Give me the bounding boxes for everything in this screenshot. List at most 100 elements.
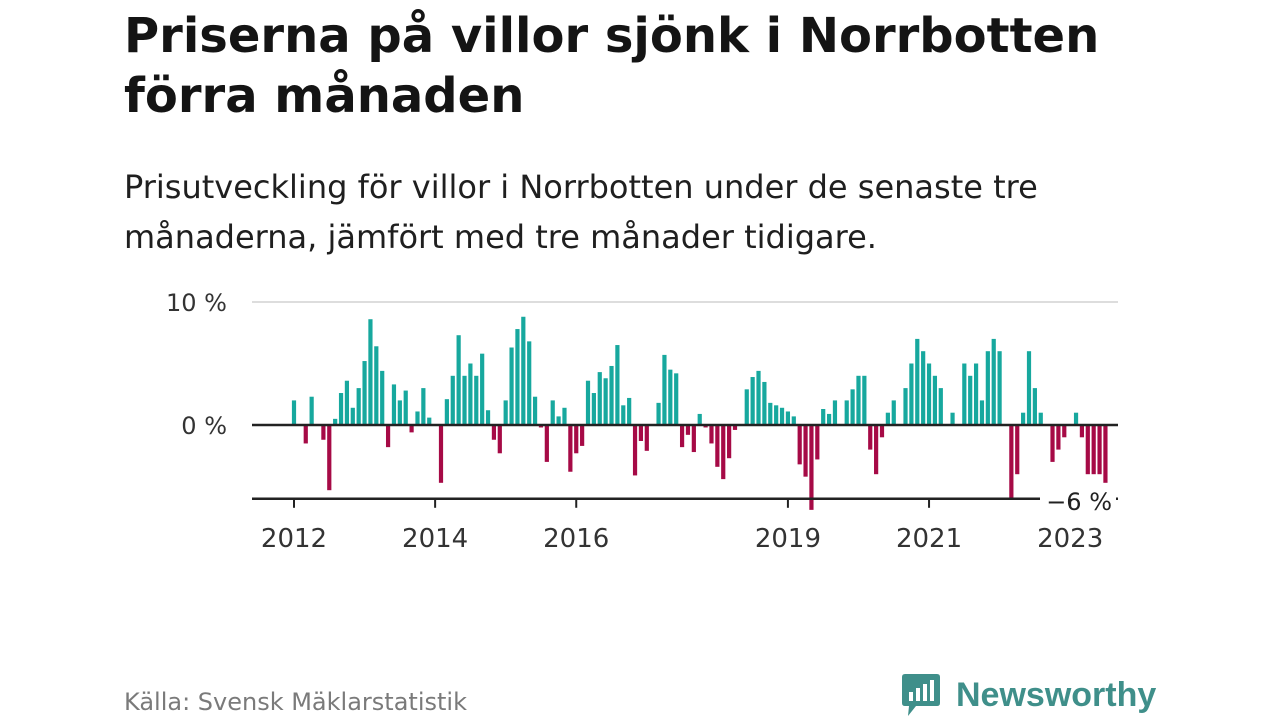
bar bbox=[421, 388, 426, 425]
bar bbox=[1079, 425, 1085, 438]
bar bbox=[721, 425, 726, 480]
source-label: Källa: Svensk Mäklarstatistik bbox=[124, 688, 467, 716]
y-tick-label: 0 % bbox=[181, 412, 227, 440]
bar bbox=[527, 341, 532, 425]
bar bbox=[356, 388, 361, 425]
bar bbox=[762, 381, 767, 425]
bar bbox=[727, 425, 732, 459]
bar bbox=[797, 425, 802, 465]
bar bbox=[503, 400, 508, 425]
bar bbox=[515, 329, 520, 425]
bar bbox=[1026, 351, 1032, 425]
bar bbox=[509, 347, 514, 425]
bar bbox=[485, 410, 491, 425]
y-tick-label: 10 % bbox=[166, 289, 227, 317]
bar bbox=[632, 425, 638, 476]
bar bbox=[1050, 425, 1055, 462]
x-tick-label: 2016 bbox=[543, 524, 609, 554]
chart-subtitle: Prisutveckling för villor i Norrbotten u… bbox=[124, 168, 1038, 256]
bar bbox=[856, 375, 861, 425]
bar bbox=[568, 425, 573, 472]
x-tick-label: 2014 bbox=[402, 524, 468, 554]
bar bbox=[462, 375, 467, 425]
bar bbox=[1038, 412, 1043, 425]
bar bbox=[303, 425, 308, 444]
bar bbox=[644, 425, 649, 451]
bar bbox=[915, 338, 920, 425]
bar bbox=[709, 425, 714, 444]
bar bbox=[874, 425, 879, 475]
bar bbox=[756, 370, 761, 425]
bar bbox=[444, 399, 449, 425]
x-tick-label: 2012 bbox=[261, 524, 327, 554]
bar bbox=[291, 400, 297, 425]
bar bbox=[574, 425, 579, 454]
bar bbox=[1021, 412, 1026, 425]
bar bbox=[691, 425, 696, 453]
bar bbox=[850, 389, 855, 425]
bar bbox=[456, 335, 461, 425]
bar bbox=[991, 338, 996, 425]
bar bbox=[1091, 425, 1096, 475]
bar bbox=[562, 407, 567, 425]
bar bbox=[879, 425, 885, 438]
bar bbox=[327, 425, 332, 491]
brand-name: Newsworthy bbox=[956, 675, 1157, 714]
bar bbox=[1103, 425, 1108, 499]
bar bbox=[497, 425, 502, 454]
bar bbox=[962, 363, 967, 425]
bar bbox=[550, 400, 555, 425]
chart-title: Priserna på villor sjönk i Norrbotten fö… bbox=[124, 8, 1100, 124]
bar bbox=[768, 402, 773, 425]
bar bbox=[732, 425, 738, 430]
bar bbox=[368, 319, 373, 425]
bar bbox=[338, 393, 344, 425]
bar bbox=[809, 425, 814, 510]
bar bbox=[938, 388, 943, 425]
bar bbox=[638, 425, 644, 441]
bar bbox=[627, 397, 632, 425]
bar bbox=[438, 425, 444, 483]
bar bbox=[891, 400, 896, 425]
y-tick-label-bg bbox=[1040, 482, 1116, 513]
bar-chart-speech-bubble-icon bbox=[902, 674, 940, 716]
bar bbox=[427, 417, 432, 425]
bar bbox=[985, 351, 990, 425]
bar-chart: 10 % 0 % −6 % 2012 2014 2016 2019 2021 2023 bbox=[166, 289, 1118, 554]
bar bbox=[1062, 425, 1067, 438]
bar bbox=[779, 407, 785, 425]
bar bbox=[968, 375, 973, 425]
bar bbox=[556, 416, 561, 425]
bar bbox=[697, 413, 702, 425]
bar bbox=[1097, 425, 1102, 475]
bar bbox=[973, 363, 979, 425]
bar bbox=[674, 373, 679, 425]
bar bbox=[450, 375, 455, 425]
bar bbox=[403, 390, 408, 425]
bar bbox=[580, 425, 585, 446]
bar bbox=[668, 369, 673, 425]
bar bbox=[750, 377, 755, 425]
bar bbox=[380, 370, 385, 425]
bar bbox=[862, 375, 867, 425]
bar bbox=[415, 411, 420, 425]
bar bbox=[932, 375, 938, 425]
bar bbox=[597, 372, 602, 425]
bar bbox=[409, 425, 414, 433]
x-tick-label: 2019 bbox=[755, 524, 821, 554]
bar bbox=[491, 425, 497, 440]
brand-logo: Newsworthy bbox=[900, 670, 1156, 720]
bar bbox=[585, 380, 591, 425]
bar bbox=[832, 400, 838, 425]
bar bbox=[921, 351, 926, 425]
bar bbox=[521, 316, 526, 425]
bar bbox=[885, 412, 890, 425]
bar bbox=[391, 384, 397, 425]
bar bbox=[685, 425, 691, 435]
bar bbox=[1085, 425, 1090, 475]
bar bbox=[1073, 412, 1079, 425]
x-tick-label: 2021 bbox=[896, 524, 962, 554]
bar bbox=[997, 351, 1002, 425]
bar bbox=[621, 405, 626, 425]
bar bbox=[309, 396, 314, 425]
